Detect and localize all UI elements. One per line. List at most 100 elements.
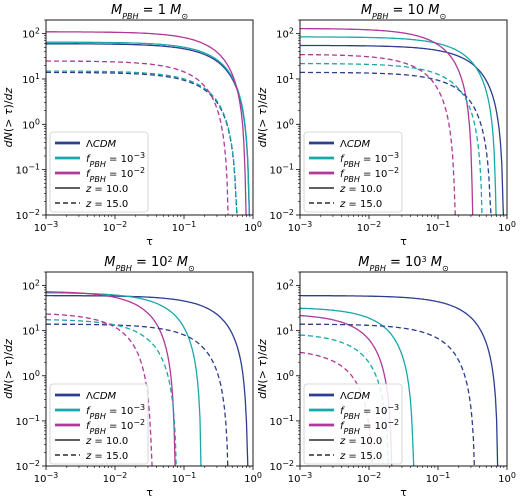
legend-label: z = 15.0 xyxy=(85,451,128,462)
series-line-f1e-3-z10.0 xyxy=(46,41,251,215)
x-tick-label: 10−1 xyxy=(172,471,197,486)
x-tick-label: 10−2 xyxy=(357,471,382,486)
legend-label: z = 15.0 xyxy=(339,199,382,210)
y-axis-label: dN(> τ)/dz xyxy=(2,339,15,399)
axes-frame xyxy=(45,19,254,216)
x-axis-label: τ xyxy=(146,235,153,248)
y-axis-label: dN(> τ)/dz xyxy=(256,87,269,147)
y-tick-label: 101 xyxy=(22,71,40,86)
legend-label: ΛCDM xyxy=(340,391,371,402)
x-tick-label: 10−1 xyxy=(426,220,451,235)
series-line-f1e-3-z10.0 xyxy=(300,307,415,466)
legend-label: fPBH = 10−2 xyxy=(86,418,145,436)
panel-title: MPBH = 10 M⊙ xyxy=(361,3,446,21)
y-tick-label: 10−1 xyxy=(15,162,40,177)
x-axis-label: τ xyxy=(146,486,153,499)
y-tick-label: 10−1 xyxy=(269,162,294,177)
axes-frame xyxy=(299,271,508,467)
x-tick-label: 10−3 xyxy=(288,471,313,486)
series-line-f1e-3-z15.0 xyxy=(46,319,177,466)
y-tick-label: 10−2 xyxy=(15,459,40,474)
legend-label: fPBH = 10−2 xyxy=(340,166,399,184)
legend-label: fPBH = 10−2 xyxy=(340,418,399,436)
series-line-f1e-2-z15.0 xyxy=(46,313,153,466)
x-axis-label: τ xyxy=(400,235,407,248)
y-tick-label: 100 xyxy=(276,117,294,132)
plot-area xyxy=(46,31,251,215)
legend-label: fPBH = 10−3 xyxy=(340,151,399,169)
legend-box xyxy=(303,383,403,465)
legend-label: z = 10.0 xyxy=(85,184,128,195)
plot-area xyxy=(300,27,505,215)
legend-label: z = 10.0 xyxy=(339,436,382,447)
y-tick-label: 102 xyxy=(276,278,294,293)
legend-label: ΛCDM xyxy=(86,391,117,402)
y-tick-label: 100 xyxy=(276,368,294,383)
legend-label: fPBH = 10−3 xyxy=(340,403,399,421)
series-line-f1e-2-z15.0 xyxy=(300,53,456,215)
y-tick-label: 10−1 xyxy=(15,413,40,428)
panel-title: MPBH = 103 M⊙ xyxy=(358,255,448,273)
legend-label: z = 10.0 xyxy=(339,184,382,195)
y-tick-label: 102 xyxy=(22,278,40,293)
series-line-ΛCDM-z15.0 xyxy=(300,323,475,466)
series-line-ΛCDM-z15.0 xyxy=(300,71,492,215)
series-line-ΛCDM-z15.0 xyxy=(46,323,229,466)
legend-box xyxy=(303,131,403,213)
x-tick-label: 10−1 xyxy=(426,471,451,486)
y-axis-label: dN(> τ)/dz xyxy=(256,339,269,399)
legend-label: fPBH = 10−2 xyxy=(86,166,145,184)
legend-label: z = 15.0 xyxy=(85,199,128,210)
axes-frame xyxy=(45,271,254,467)
y-tick-label: 10−2 xyxy=(15,208,40,223)
panel-title: MPBH = 1 M⊙ xyxy=(111,3,188,21)
series-line-ΛCDM-z10.0 xyxy=(46,294,249,466)
legend-label: fPBH = 10−3 xyxy=(86,403,145,421)
x-tick-label: 10−2 xyxy=(103,471,128,486)
y-tick-label: 10−2 xyxy=(269,459,294,474)
series-line-f1e-2-z10.0 xyxy=(300,314,393,466)
series-line-f1e-2-z15.0 xyxy=(300,351,374,466)
x-tick-label: 100 xyxy=(498,220,516,235)
legend-label: ΛCDM xyxy=(340,139,371,150)
y-tick-label: 102 xyxy=(276,26,294,41)
series-line-f1e-2-z10.0 xyxy=(46,31,247,215)
series-line-f1e-3-z15.0 xyxy=(300,62,483,215)
y-tick-label: 100 xyxy=(22,368,40,383)
y-tick-label: 101 xyxy=(276,71,294,86)
axes-frame xyxy=(299,19,508,216)
series-line-f1e-2-z10.0 xyxy=(300,27,474,215)
x-tick-label: 10−3 xyxy=(34,220,59,235)
x-tick-label: 10−3 xyxy=(288,220,313,235)
y-tick-label: 101 xyxy=(276,323,294,338)
x-tick-label: 10−2 xyxy=(103,220,128,235)
legend-box xyxy=(49,383,149,465)
plot-area xyxy=(46,291,249,466)
legend-label: ΛCDM xyxy=(86,139,117,150)
x-tick-label: 10−2 xyxy=(357,220,382,235)
panel-title: MPBH = 102 M⊙ xyxy=(104,255,194,273)
legend-label: fPBH = 10−3 xyxy=(86,151,145,169)
series-line-ΛCDM-z10.0 xyxy=(300,44,505,215)
plot-area xyxy=(300,294,499,466)
series-line-f1e-3-z10.0 xyxy=(300,36,497,215)
y-tick-label: 10−1 xyxy=(269,413,294,428)
series-line-ΛCDM-z10.0 xyxy=(46,43,251,215)
series-line-ΛCDM-z10.0 xyxy=(300,294,499,466)
legend-label: z = 10.0 xyxy=(85,436,128,447)
series-line-ΛCDM-z15.0 xyxy=(46,71,238,215)
y-tick-label: 10−2 xyxy=(269,208,294,223)
series-line-f1e-2-z15.0 xyxy=(46,60,229,215)
y-axis-label: dN(> τ)/dz xyxy=(2,87,15,147)
x-tick-label: 10−1 xyxy=(172,220,197,235)
y-tick-label: 100 xyxy=(22,117,40,132)
